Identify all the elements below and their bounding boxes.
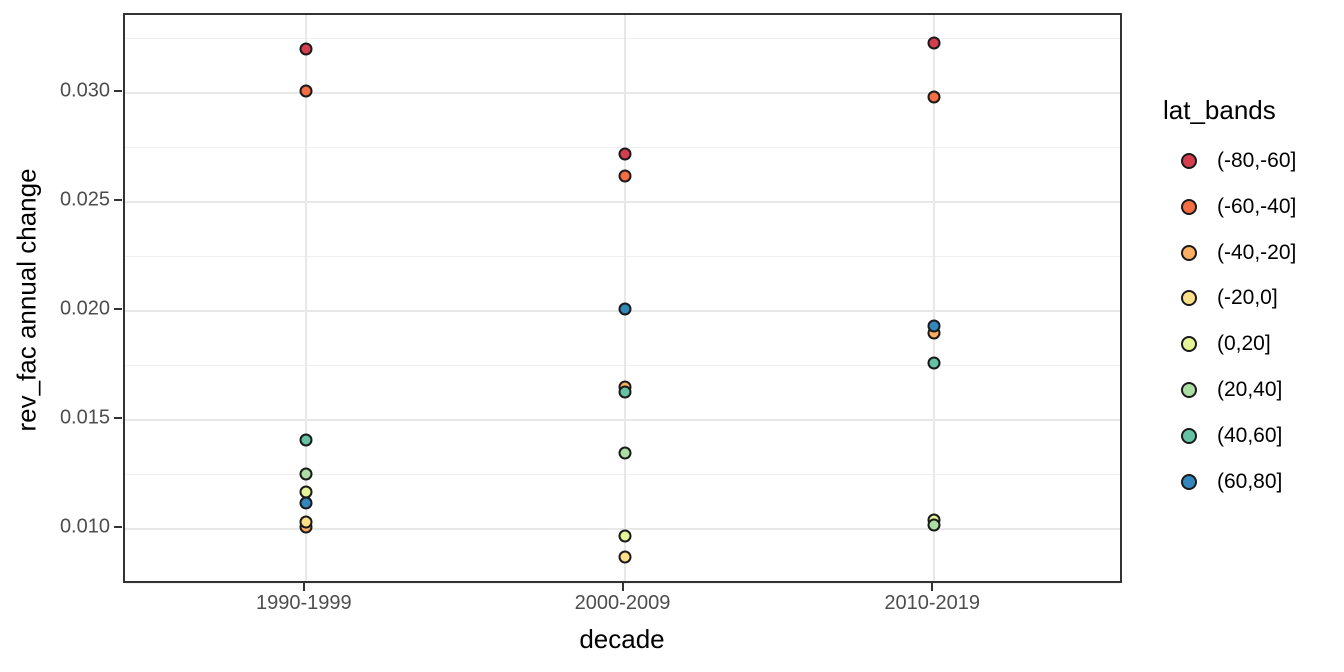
y-gridline-major [125,92,1120,95]
x-axis-title: decade [579,624,665,654]
y-axis-title: rev_fac annual change [11,168,42,432]
legend-entry: (-60,-40] [1150,184,1344,230]
y-tick-mark [114,416,122,419]
y-tick-label: 0.025 [59,188,110,211]
y-gridline-major [125,201,1120,204]
y-tick-label: 0.015 [59,406,110,429]
legend-entry-label: (60,80] [1217,469,1283,493]
data-point [927,356,941,370]
x-gridline [304,15,307,581]
y-gridline-minor [125,38,1120,40]
y-gridline-minor [125,147,1120,149]
legend-swatch-circle-icon [1181,382,1197,398]
legend-swatch-circle-icon [1181,473,1197,490]
data-point [927,90,941,104]
x-tick-mark [931,583,934,591]
legend: lat_bands (-80,-60] (-60,-40] (-40,-20] (-2… [1150,0,1344,672]
data-point [618,550,631,564]
data-point [618,385,631,399]
y-tick-label: 0.030 [59,79,110,102]
x-tick-label: 2000-2009 [574,592,671,614]
legend-entry: (20,40] [1150,367,1344,413]
data-point [927,36,941,50]
y-tick-label: 0.010 [59,515,110,538]
data-point [299,433,313,447]
y-gridline-minor [125,365,1120,366]
legend-swatch-circle-icon [1181,153,1197,169]
data-point [618,302,631,316]
data-point [299,84,313,98]
legend-entry-label: (40,60] [1217,423,1283,447]
y-tick-mark [114,90,122,93]
legend-entry: (0,20] [1150,321,1344,367]
x-tick-label: 2010-2019 [884,592,981,614]
data-point [618,446,631,460]
legend-swatch-circle-icon [1181,290,1197,307]
legend-entry-label: (-20,0] [1217,286,1278,310]
legend-entry-label: (20,40] [1217,378,1283,401]
y-gridline-major [125,418,1120,421]
legend-entry: (-20,0] [1150,275,1344,321]
legend-entry-label: (-60,-40] [1217,194,1297,218]
data-point [299,467,313,481]
x-tick-mark [302,583,305,591]
legend-entry: (40,60] [1150,413,1344,459]
x-tick-label: 1990-1999 [255,592,352,614]
x-gridline [933,15,936,581]
data-point [927,319,941,333]
y-tick-mark [114,199,122,202]
data-point [618,147,631,161]
data-point [299,515,313,529]
data-point [299,496,313,510]
x-tick-mark [621,583,624,591]
plot-panel [123,13,1122,584]
y-gridline-major [125,527,1120,530]
data-point [927,518,941,532]
data-point [299,42,313,56]
y-tick-mark [114,308,122,310]
legend-entry: (60,80] [1150,459,1344,505]
legend-swatch-circle-icon [1181,336,1197,353]
legend-entry-label: (-80,-60] [1217,149,1297,172]
legend-title: lat_bands [1163,95,1276,125]
y-tick-label: 0.020 [59,297,110,320]
legend-swatch-circle-icon [1181,198,1197,215]
legend-swatch-circle-icon [1181,244,1197,261]
data-point [618,529,631,543]
legend-entry: (-40,-20] [1150,230,1344,276]
x-gridline [623,15,626,581]
legend-swatch-circle-icon [1181,427,1197,444]
legend-entry: (-80,-60] [1150,138,1344,184]
legend-entry-label: (-40,-20] [1217,240,1297,264]
y-tick-mark [114,525,122,528]
legend-entry-label: (0,20] [1217,332,1271,356]
y-gridline-minor [125,256,1120,257]
y-gridline-minor [125,473,1120,475]
data-point [618,169,631,183]
